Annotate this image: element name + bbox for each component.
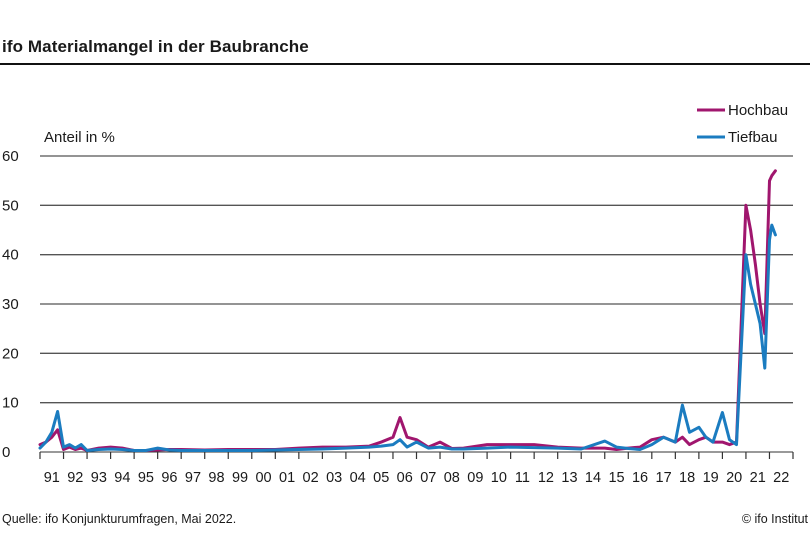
x-tick-label: 12 [538,470,554,486]
x-tick-label: 22 [773,470,789,486]
copyright-note: © ifo Institut [741,512,808,526]
x-tick-label: 91 [44,470,60,486]
x-tick-label: 20 [726,470,742,486]
x-tick-label: 01 [279,470,295,486]
y-axis-ticks: 0 10 20 30 40 50 60 [2,148,19,461]
y-tick-label: 50 [2,197,19,214]
series-line-tiefbau [38,223,777,452]
legend-label-hochbau: Hochbau [728,102,788,119]
source-note: Quelle: ifo Konjunkturumfragen, Mai 2022… [2,512,237,526]
x-tick-label: 92 [67,470,83,486]
x-tick-label: 13 [561,470,577,486]
x-tick-label: 96 [161,470,177,486]
x-tick-label: 04 [350,470,366,486]
x-tick-label: 95 [138,470,154,486]
y-tick-label: 40 [2,247,19,264]
x-tick-label: 97 [185,470,201,486]
x-axis: 91 92 93 94 95 96 97 98 99 00 01 02 03 04 05 06 07 08 09 10… [39,451,794,486]
chart-title: ifo Materialmangel in der Baubranche [2,37,309,56]
x-tick-label: 00 [255,470,271,486]
x-tick-label: 98 [208,470,224,486]
x-tick-label: 02 [303,470,319,486]
x-tick-label: 15 [608,470,624,486]
y-tick-label: 0 [2,444,10,461]
data-series [38,169,777,452]
x-tick-label: 09 [467,470,483,486]
y-tick-label: 60 [2,148,19,165]
series-line-hochbau [38,169,777,452]
x-tick-label: 07 [420,470,436,486]
x-tick-label: 18 [679,470,695,486]
x-tick-label: 14 [585,470,601,486]
x-tick-label: 03 [326,470,342,486]
x-tick-label: 16 [632,470,648,486]
legend: Hochbau Tiefbau [697,102,788,146]
title-divider [0,63,810,65]
x-tick-label: 17 [656,470,672,486]
x-tick-label: 08 [444,470,460,486]
x-tick-label: 06 [397,470,413,486]
x-tick-label: 10 [491,470,507,486]
y-tick-label: 10 [2,395,19,412]
x-tick-label: 11 [515,470,530,486]
y-axis-label: Anteil in % [44,129,115,146]
x-tick-label: 19 [703,470,719,486]
x-tick-label: 94 [114,470,130,486]
x-tick-label: 05 [373,470,389,486]
x-tick-label: 93 [91,470,107,486]
legend-label-tiefbau: Tiefbau [728,129,777,146]
gridlines [40,155,793,404]
y-tick-label: 30 [2,296,19,313]
x-tick-label: 21 [750,470,766,486]
y-tick-label: 20 [2,345,19,362]
x-tick-label: 99 [232,470,248,486]
